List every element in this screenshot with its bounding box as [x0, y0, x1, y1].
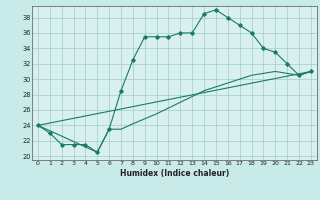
X-axis label: Humidex (Indice chaleur): Humidex (Indice chaleur)	[120, 169, 229, 178]
